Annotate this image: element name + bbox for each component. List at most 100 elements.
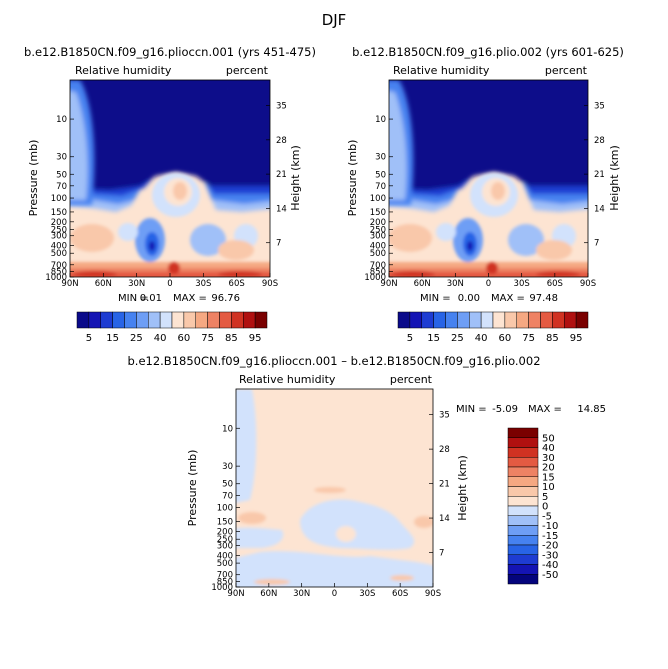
panel-b-max-label: MAX = — [491, 293, 525, 304]
colorbar-swatch — [564, 311, 577, 329]
colorbar-label: 15 — [542, 472, 555, 483]
x-tick-label: 60S — [229, 279, 245, 289]
y-tick-label: 1000 — [211, 583, 233, 593]
y-tick-label: 300 — [217, 542, 233, 552]
y-tick-label: 70 — [56, 182, 67, 192]
x-tick-label: 60S — [547, 279, 563, 289]
panel-b-variable-label: Relative humidity — [393, 64, 490, 77]
colorbar-label: 5 — [407, 333, 413, 344]
colorbar-label: 40 — [542, 443, 555, 454]
y-tick-label: 1000 — [45, 273, 67, 283]
y-tick-label: 850 — [51, 267, 67, 277]
y-tick-label: 100 — [370, 194, 386, 204]
colorbar-label: 15 — [106, 333, 119, 344]
panel-c-min-label: MIN = — [456, 404, 487, 415]
panel-b-min-label: MIN = — [420, 293, 451, 304]
y-tick-label: 150 — [370, 208, 386, 218]
y-tick-label: 10 — [222, 424, 233, 434]
panel-c-field — [236, 389, 433, 587]
panel-c: b.e12.B1850CN.f09_g16.plioccn.001 – b.e1… — [127, 354, 606, 599]
panel-c-title: b.e12.B1850CN.f09_g16.plioccn.001 – b.e1… — [127, 354, 540, 368]
panel-a-max-value: 96.76 — [211, 293, 240, 304]
panel-c-max-value: 14.85 — [577, 404, 606, 415]
colorbar-swatch — [507, 515, 539, 526]
panel-c-max-label: MAX = — [528, 404, 562, 415]
panel-b-y2label: Height (km) — [608, 145, 621, 211]
panel-a-field — [70, 80, 270, 277]
colorbar-swatch — [516, 311, 529, 329]
y-tick-label: 100 — [51, 194, 67, 204]
colorbar-swatch — [540, 311, 553, 329]
y-tick-label: 300 — [370, 232, 386, 242]
panel-a-colorbar: 5 15 25 40 60 75 85 95 — [76, 311, 268, 344]
panel-b-title: b.e12.B1850CN.f09_g16.plio.002 (yrs 601-… — [352, 45, 624, 59]
colorbar-swatch — [507, 544, 539, 555]
x-tick-label: 90S — [580, 279, 596, 289]
colorbar-swatch — [409, 311, 422, 329]
x-tick-label: 60N — [260, 589, 277, 599]
y2-tick-label: 28 — [276, 136, 287, 146]
colorbar-label: 25 — [130, 333, 143, 344]
x-tick-label: 0 — [167, 279, 172, 289]
panel-a-min-value: 0.01 — [140, 293, 162, 304]
y2-tick-label: 7 — [276, 239, 281, 249]
colorbar-swatch — [528, 311, 541, 329]
colorbar-label: 60 — [178, 333, 191, 344]
colorbar-swatch — [124, 311, 137, 329]
figure-title: DJF — [322, 11, 347, 29]
panel-b-axes: 90N 60N 30N 0 30S 60S 90S103050701001502002503… — [364, 102, 604, 289]
colorbar-label: 10 — [542, 482, 555, 493]
y-tick-label: 700 — [370, 261, 386, 271]
panel-b: b.e12.B1850CN.f09_g16.plio.002 (yrs 601-… — [346, 45, 624, 344]
y2-tick-label: 14 — [594, 204, 605, 214]
colorbar-swatch — [507, 427, 539, 438]
colorbar-label: 75 — [201, 333, 214, 344]
colorbar-swatch — [507, 486, 539, 497]
y2-tick-label: 35 — [439, 411, 450, 421]
panel-a-minmax: MIN = 0.01 MAX = 96.76 — [118, 293, 240, 304]
y-tick-label: 500 — [217, 559, 233, 569]
y-tick-label: 700 — [51, 261, 67, 271]
colorbar-swatch — [148, 311, 161, 329]
colorbar-swatch — [507, 437, 539, 448]
colorbar-swatch — [421, 311, 434, 329]
colorbar-swatch — [480, 311, 494, 329]
colorbar-label: 0 — [542, 502, 548, 513]
panel-a-title: b.e12.B1850CN.f09_g16.plioccn.001 (yrs 4… — [24, 45, 316, 59]
colorbar-swatch — [575, 311, 589, 329]
panel-a-y2label: Height (km) — [289, 145, 302, 211]
y2-tick-label: 14 — [439, 514, 450, 524]
colorbar-swatch — [507, 447, 539, 458]
colorbar-swatch — [183, 311, 196, 329]
x-tick-label: 60S — [392, 589, 408, 599]
panel-a-max-label: MAX = — [173, 293, 207, 304]
colorbar-label: -50 — [542, 570, 558, 581]
colorbar-swatch — [507, 525, 539, 536]
y-tick-label: 10 — [56, 115, 67, 125]
x-tick-label: 30N — [128, 279, 145, 289]
colorbar-label: 40 — [154, 333, 167, 344]
colorbar-swatch — [171, 311, 185, 329]
y-tick-label: 100 — [217, 504, 233, 514]
y-tick-label: 200 — [217, 528, 233, 538]
panel-a-units-label: percent — [226, 64, 269, 77]
y-tick-label: 700 — [217, 571, 233, 581]
panel-a-min-label: MIN = — [118, 293, 149, 304]
y-tick-label: 50 — [56, 170, 67, 180]
y-tick-label: 1000 — [364, 273, 386, 283]
colorbar-swatch — [207, 311, 220, 329]
y-tick-label: 500 — [370, 249, 386, 259]
colorbar-label: 75 — [522, 333, 535, 344]
panel-a-variable-label: Relative humidity — [75, 64, 172, 77]
x-tick-label: 60N — [414, 279, 431, 289]
colorbar-label: 20 — [542, 463, 555, 474]
y-tick-label: 50 — [222, 480, 233, 490]
y-tick-label: 400 — [370, 242, 386, 252]
colorbar-label: -10 — [542, 521, 558, 532]
y-tick-label: 30 — [375, 153, 386, 163]
colorbar-swatch — [504, 311, 517, 329]
colorbar-label: 25 — [451, 333, 464, 344]
y-tick-label: 200 — [51, 218, 67, 228]
colorbar-swatch — [507, 564, 539, 575]
